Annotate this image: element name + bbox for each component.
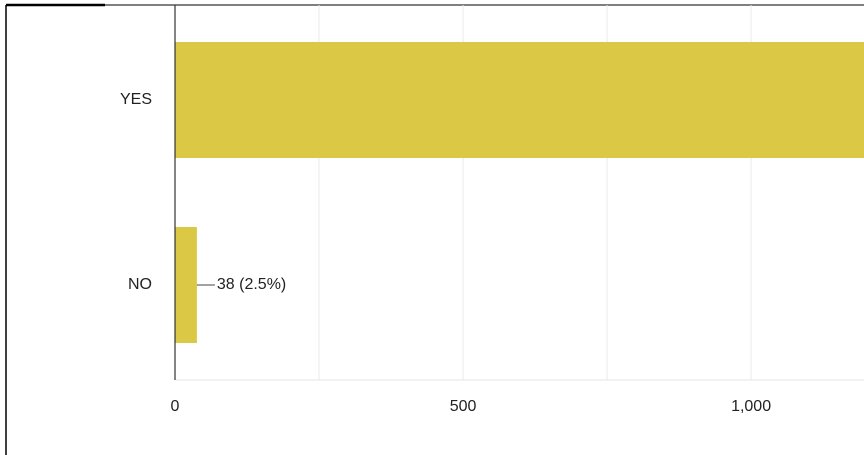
bar xyxy=(175,227,197,343)
bar xyxy=(175,42,864,158)
plot-area xyxy=(175,5,864,380)
data-label: 38 (2.5%) xyxy=(217,276,286,293)
y-tick-label: YES xyxy=(120,91,152,108)
y-tick-label: NO xyxy=(128,276,152,293)
x-tick-label: 1,000 xyxy=(731,398,771,415)
x-tick-label: 500 xyxy=(450,398,477,415)
x-tick-label: 0 xyxy=(171,398,180,415)
